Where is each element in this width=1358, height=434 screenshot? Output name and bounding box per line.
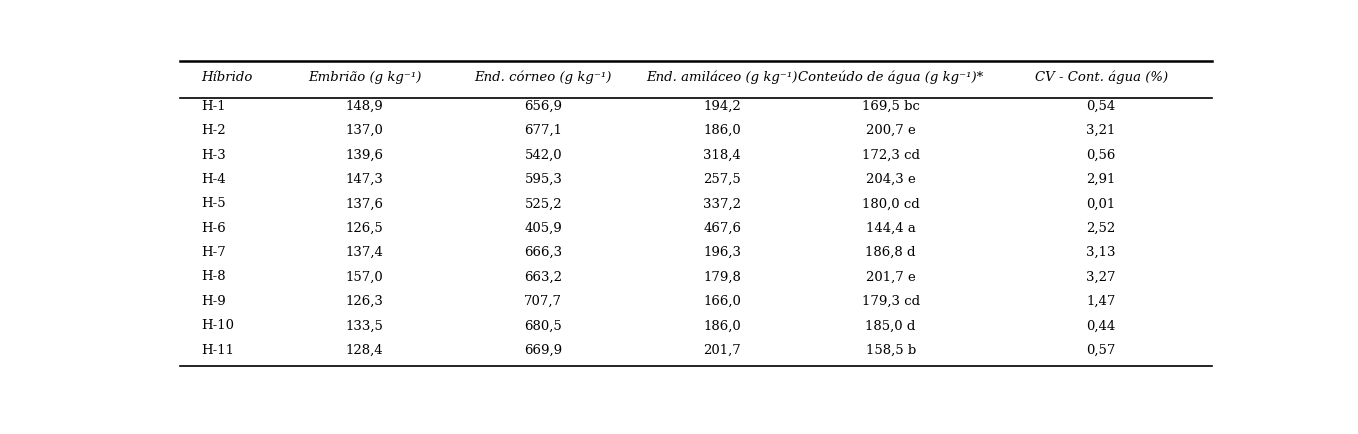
Text: 0,57: 0,57	[1086, 344, 1116, 357]
Text: 179,8: 179,8	[703, 270, 741, 283]
Text: 147,3: 147,3	[345, 173, 383, 186]
Text: 179,3 cd: 179,3 cd	[861, 295, 919, 308]
Text: Híbrido: Híbrido	[201, 71, 253, 84]
Text: CV - Cont. água (%): CV - Cont. água (%)	[1035, 70, 1168, 84]
Text: 467,6: 467,6	[703, 222, 741, 235]
Text: 677,1: 677,1	[524, 124, 562, 137]
Text: 525,2: 525,2	[524, 197, 562, 210]
Text: 204,3 e: 204,3 e	[866, 173, 915, 186]
Text: Conteúdo de água (g kg⁻¹)*: Conteúdo de água (g kg⁻¹)*	[799, 70, 983, 84]
Text: End. amiláceo (g kg⁻¹): End. amiláceo (g kg⁻¹)	[646, 70, 799, 84]
Text: H-10: H-10	[201, 319, 235, 332]
Text: H-5: H-5	[201, 197, 225, 210]
Text: 139,6: 139,6	[345, 148, 383, 161]
Text: 186,8 d: 186,8 d	[865, 246, 915, 259]
Text: 137,4: 137,4	[345, 246, 383, 259]
Text: 3,13: 3,13	[1086, 246, 1116, 259]
Text: 318,4: 318,4	[703, 148, 741, 161]
Text: 663,2: 663,2	[524, 270, 562, 283]
Text: 144,4 a: 144,4 a	[866, 222, 915, 235]
Text: H-11: H-11	[201, 344, 235, 357]
Text: H-3: H-3	[201, 148, 225, 161]
Text: 148,9: 148,9	[345, 100, 383, 113]
Text: 169,5 bc: 169,5 bc	[862, 100, 919, 113]
Text: 669,9: 669,9	[524, 344, 562, 357]
Text: 137,0: 137,0	[345, 124, 383, 137]
Text: 185,0 d: 185,0 d	[865, 319, 915, 332]
Text: 680,5: 680,5	[524, 319, 562, 332]
Text: 0,44: 0,44	[1086, 319, 1116, 332]
Text: 0,54: 0,54	[1086, 100, 1116, 113]
Text: 137,6: 137,6	[345, 197, 383, 210]
Text: 1,47: 1,47	[1086, 295, 1116, 308]
Text: 186,0: 186,0	[703, 124, 741, 137]
Text: H-9: H-9	[201, 295, 225, 308]
Text: 126,3: 126,3	[345, 295, 383, 308]
Text: 707,7: 707,7	[524, 295, 562, 308]
Text: H-2: H-2	[201, 124, 225, 137]
Text: 595,3: 595,3	[524, 173, 562, 186]
Text: 0,56: 0,56	[1086, 148, 1116, 161]
Text: 666,3: 666,3	[524, 246, 562, 259]
Text: 3,27: 3,27	[1086, 270, 1116, 283]
Text: Embrião (g kg⁻¹): Embrião (g kg⁻¹)	[308, 71, 421, 84]
Text: 126,5: 126,5	[345, 222, 383, 235]
Text: 2,52: 2,52	[1086, 222, 1116, 235]
Text: 200,7 e: 200,7 e	[866, 124, 915, 137]
Text: 337,2: 337,2	[703, 197, 741, 210]
Text: 186,0: 186,0	[703, 319, 741, 332]
Text: 3,21: 3,21	[1086, 124, 1116, 137]
Text: 128,4: 128,4	[346, 344, 383, 357]
Text: 656,9: 656,9	[524, 100, 562, 113]
Text: 133,5: 133,5	[345, 319, 383, 332]
Text: 0,01: 0,01	[1086, 197, 1116, 210]
Text: 257,5: 257,5	[703, 173, 741, 186]
Text: 166,0: 166,0	[703, 295, 741, 308]
Text: 158,5 b: 158,5 b	[865, 344, 915, 357]
Text: 180,0 cd: 180,0 cd	[862, 197, 919, 210]
Text: 405,9: 405,9	[524, 222, 562, 235]
Text: H-8: H-8	[201, 270, 225, 283]
Text: H-4: H-4	[201, 173, 225, 186]
Text: 201,7: 201,7	[703, 344, 741, 357]
Text: 172,3 cd: 172,3 cd	[862, 148, 919, 161]
Text: 542,0: 542,0	[524, 148, 562, 161]
Text: 201,7 e: 201,7 e	[866, 270, 915, 283]
Text: 196,3: 196,3	[703, 246, 741, 259]
Text: End. córneo (g kg⁻¹): End. córneo (g kg⁻¹)	[475, 70, 612, 84]
Text: 2,91: 2,91	[1086, 173, 1116, 186]
Text: 194,2: 194,2	[703, 100, 741, 113]
Text: H-7: H-7	[201, 246, 225, 259]
Text: H-6: H-6	[201, 222, 225, 235]
Text: H-1: H-1	[201, 100, 225, 113]
Text: 157,0: 157,0	[345, 270, 383, 283]
